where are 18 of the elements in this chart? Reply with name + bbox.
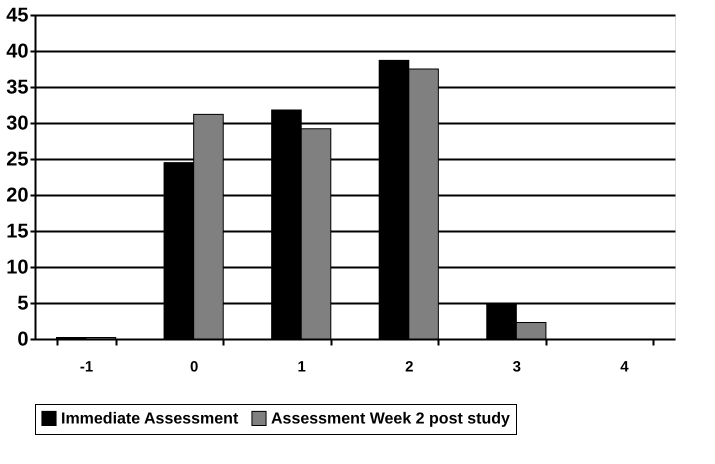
y-tick-label: 15 [6,220,28,242]
x-tick-label: 4 [620,358,630,376]
legend-label: Immediate Assessment [61,410,239,428]
y-tick-label: 0 [17,328,28,350]
y-tick-label: 45 [6,4,28,26]
y-tick-label: 25 [6,148,28,170]
y-tick-label: 40 [6,40,28,62]
x-tick-label: 0 [190,358,198,376]
y-tick-label: 20 [6,184,28,206]
x-tick-label: 1 [298,358,306,376]
legend-label: Assessment Week 2 post study [271,410,510,428]
x-tick-label: 2 [405,358,414,376]
x-tick-label: -1 [80,358,94,376]
y-tick-label: 35 [6,76,28,98]
y-tick-label: 5 [17,292,28,314]
y-tick-label: 10 [6,256,28,278]
y-tick-label: 30 [6,112,28,134]
x-tick-label: 3 [512,358,522,376]
